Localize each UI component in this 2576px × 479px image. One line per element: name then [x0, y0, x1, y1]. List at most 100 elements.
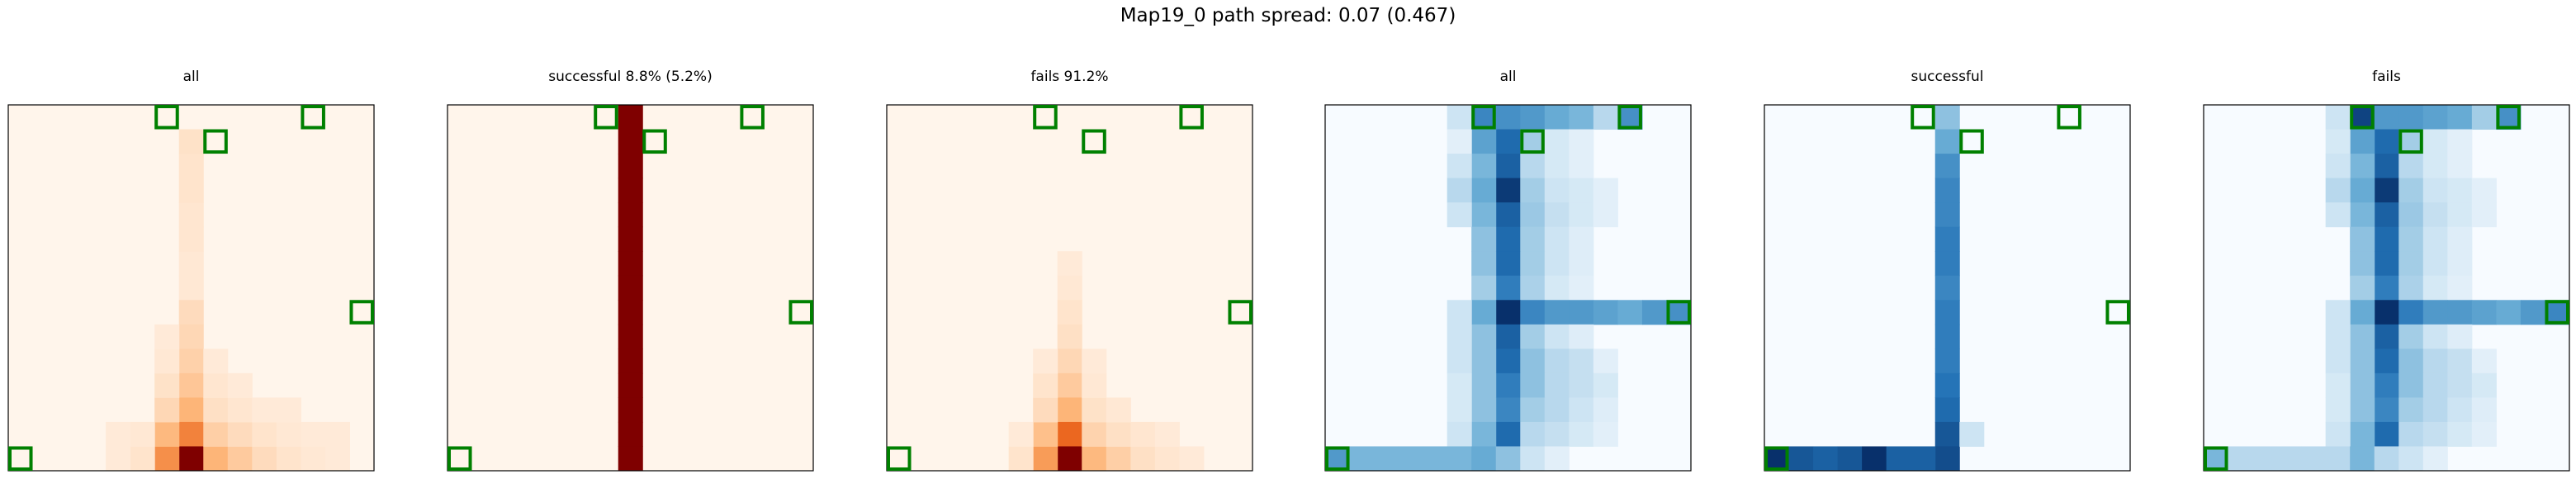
heatmap-cell	[2374, 154, 2399, 179]
heatmap-cell	[1008, 421, 1034, 447]
heatmap-cell	[1057, 300, 1082, 325]
heatmap-cell	[2422, 275, 2448, 301]
heatmap-cell	[1471, 324, 1497, 349]
heatmap-cell	[1569, 105, 1594, 130]
heatmap-cell	[2422, 226, 2448, 252]
heatmap-cell	[1033, 421, 1058, 447]
heatmap-cell	[1569, 372, 1594, 398]
heatmap-cell	[301, 446, 326, 472]
goal-marker	[1959, 129, 1984, 154]
heatmap-cell	[2471, 397, 2497, 423]
heatmap-cell	[2325, 154, 2351, 179]
heatmap-cell	[2471, 349, 2497, 374]
heatmap-cell	[1057, 421, 1082, 447]
heatmap-cell	[1495, 300, 1521, 325]
goal-marker	[8, 446, 33, 471]
heatmap-cell	[1471, 300, 1497, 325]
heatmap-cell	[1057, 275, 1082, 301]
heatmap-cell	[1569, 226, 1594, 252]
heatmap-cell	[2374, 251, 2399, 277]
heatmap-cell	[1447, 202, 1472, 228]
heatmap-cell	[1447, 446, 1472, 472]
heatmap-cell	[154, 397, 180, 423]
heatmap-cell	[1837, 446, 1863, 472]
heatmap-cell	[178, 251, 204, 277]
heatmap-cell	[1447, 178, 1472, 203]
heatmap-cell	[1520, 178, 1546, 203]
heatmap-cell	[1569, 324, 1594, 349]
heatmap-cell	[618, 300, 643, 325]
heatmap-cell	[2228, 446, 2253, 472]
figure-title: Map19_0 path spread: 0.07 (0.467)	[1120, 5, 1456, 26]
heatmap-cell	[1520, 129, 1546, 154]
heatmap-cell	[1569, 275, 1594, 301]
goal-marker	[1666, 300, 1691, 325]
goal-marker	[1082, 129, 1106, 154]
heatmap-cell	[2422, 105, 2448, 130]
heatmap-cell	[1959, 421, 1985, 447]
heatmap-cell	[203, 397, 229, 423]
heatmap-cell	[2325, 300, 2351, 325]
heatmap-cell	[2398, 421, 2424, 447]
heatmap-cell	[203, 372, 229, 398]
heatmap-cell	[154, 446, 180, 472]
heatmap-cell	[2350, 300, 2375, 325]
heatmap-cell	[2447, 324, 2473, 349]
heatmap-cell	[1495, 129, 1521, 154]
heatmap-cell	[2422, 154, 2448, 179]
heatmap-cell	[2374, 324, 2399, 349]
heatmap-cell	[1569, 421, 1594, 447]
heatmap-cell	[2374, 446, 2399, 472]
heatmap-cell	[2447, 349, 2473, 374]
heatmap-cell	[1057, 251, 1082, 277]
heatmap-cell	[2471, 178, 2497, 203]
heatmap-cell	[1130, 421, 1156, 447]
goal-marker	[154, 105, 179, 130]
heatmap-cell	[2447, 397, 2473, 423]
heatmap-cell	[1862, 446, 1887, 472]
heatmap-cell	[2471, 372, 2497, 398]
heatmap-cell	[203, 446, 229, 472]
heatmap-cell	[1471, 446, 1497, 472]
heatmap-cell	[2496, 300, 2522, 325]
heatmap-cell	[1471, 154, 1497, 179]
heatmap-cell	[2422, 178, 2448, 203]
heatmap-cell	[1569, 154, 1594, 179]
heatmap-cell	[2422, 300, 2448, 325]
heatmap-cell	[2447, 105, 2473, 130]
goal-marker	[2204, 446, 2228, 471]
heatmap-cell	[2447, 421, 2473, 447]
heatmap-cell	[2374, 202, 2399, 228]
heatmap-cell	[2252, 446, 2278, 472]
heatmap-cell	[154, 372, 180, 398]
heatmap-cell	[2374, 178, 2399, 203]
heatmap-cell	[1934, 275, 1960, 301]
heatmap-cell	[2325, 202, 2351, 228]
heatmap-cell	[1057, 446, 1082, 472]
heatmap-cell	[2325, 446, 2351, 472]
heatmap-cell	[618, 202, 643, 228]
heatmap-cell	[1447, 105, 1472, 130]
heatmap-cell	[1544, 446, 1570, 472]
panel-frame	[447, 104, 814, 472]
heatmap-cell	[1447, 154, 1472, 179]
heatmap-cell	[2325, 349, 2351, 374]
heatmap-cell	[2350, 349, 2375, 374]
heatmap-cell	[1520, 446, 1546, 472]
panel-frame	[1764, 104, 2131, 472]
heatmap-cell	[1934, 202, 1960, 228]
heatmap-cell	[618, 154, 643, 179]
heatmap-cell	[1593, 421, 1618, 447]
heatmap-cell	[154, 324, 180, 349]
heatmap-cell	[1934, 300, 1960, 325]
heatmap-cell	[1934, 251, 1960, 277]
heatmap-cell	[252, 397, 277, 423]
heatmap-cell	[2350, 105, 2375, 130]
heatmap-cell	[1423, 446, 1448, 472]
heatmap-cell	[1934, 154, 1960, 179]
heatmap-cell	[2398, 446, 2424, 472]
heatmap-cell	[1934, 178, 1960, 203]
heatmap-cell	[276, 446, 301, 472]
heatmap-cell	[1447, 300, 1472, 325]
heatmap-cell	[1495, 372, 1521, 398]
